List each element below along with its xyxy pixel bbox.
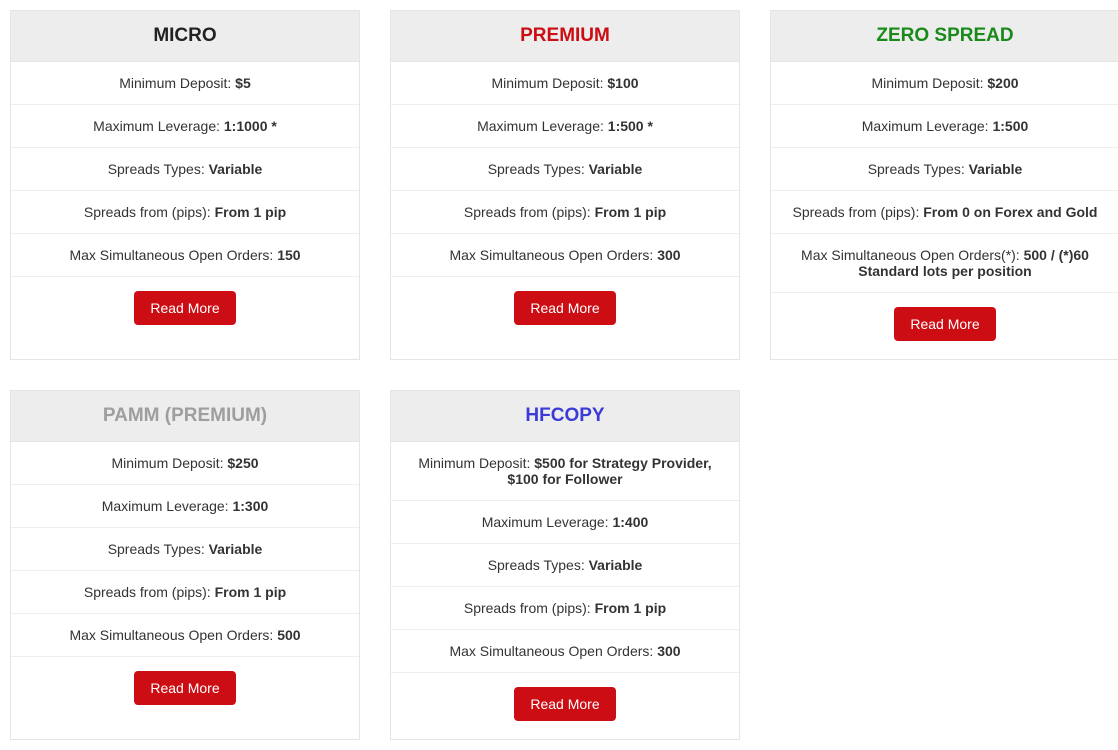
plan-row: Max Simultaneous Open Orders: 300 bbox=[391, 234, 739, 277]
plan-row-value: $5 bbox=[235, 75, 251, 91]
plan-row-label: Maximum Leverage: bbox=[102, 498, 233, 514]
read-more-button[interactable]: Read More bbox=[514, 687, 615, 721]
plan-row-value: Variable bbox=[589, 161, 643, 177]
plan-row-value: 1:500 bbox=[992, 118, 1028, 134]
plan-row-value: 150 bbox=[277, 247, 300, 263]
plan-row-value: 500 bbox=[277, 627, 300, 643]
plan-row-label: Maximum Leverage: bbox=[482, 514, 613, 530]
plan-row-label: Spreads from (pips): bbox=[793, 204, 924, 220]
plan-row-label: Max Simultaneous Open Orders: bbox=[69, 247, 277, 263]
plan-row: Minimum Deposit: $250 bbox=[11, 442, 359, 485]
plan-row-value: $250 bbox=[227, 455, 258, 471]
plan-row-value: $100 bbox=[607, 75, 638, 91]
plan-row: Minimum Deposit: $200 bbox=[771, 62, 1118, 105]
plan-row: Maximum Leverage: 1:500 bbox=[771, 105, 1118, 148]
plan-row-label: Spreads from (pips): bbox=[84, 204, 215, 220]
plan-row-label: Spreads from (pips): bbox=[464, 204, 595, 220]
plan-row-value: 1:400 bbox=[612, 514, 648, 530]
plan-row-value: 300 bbox=[657, 643, 680, 659]
plan-card-hfcopy: HFCOPYMinimum Deposit: $500 for Strategy… bbox=[390, 390, 740, 740]
plan-row-label: Spreads from (pips): bbox=[464, 600, 595, 616]
read-more-button[interactable]: Read More bbox=[514, 291, 615, 325]
plan-row-value: 1:300 bbox=[232, 498, 268, 514]
read-more-button[interactable]: Read More bbox=[894, 307, 995, 341]
plan-row: Spreads Types: Variable bbox=[391, 544, 739, 587]
plan-row: Maximum Leverage: 1:300 bbox=[11, 485, 359, 528]
plan-row-value: 1:500 * bbox=[608, 118, 653, 134]
plan-row-label: Minimum Deposit: bbox=[111, 455, 227, 471]
plan-title: HFCOPY bbox=[391, 391, 739, 442]
plan-row: Spreads from (pips): From 1 pip bbox=[391, 587, 739, 630]
plan-title: PREMIUM bbox=[391, 11, 739, 62]
read-more-button[interactable]: Read More bbox=[134, 291, 235, 325]
plan-row-value: 1:1000 * bbox=[224, 118, 277, 134]
plan-row-value: 300 bbox=[657, 247, 680, 263]
plan-row: Max Simultaneous Open Orders(*): 500 / (… bbox=[771, 234, 1118, 293]
plan-footer: Read More bbox=[11, 277, 359, 343]
plan-row-label: Spreads Types: bbox=[108, 541, 209, 557]
plan-row-value: From 0 on Forex and Gold bbox=[923, 204, 1097, 220]
plan-row-value: Variable bbox=[209, 541, 263, 557]
plan-row-value: $500 for Strategy Provider, $100 for Fol… bbox=[507, 455, 711, 487]
plan-card-zero-spread: ZERO SPREADMinimum Deposit: $200Maximum … bbox=[770, 10, 1118, 360]
plan-row-value: Variable bbox=[969, 161, 1023, 177]
plan-card-premium: PREMIUMMinimum Deposit: $100Maximum Leve… bbox=[390, 10, 740, 360]
plan-row-value: Variable bbox=[589, 557, 643, 573]
plan-row-value: $200 bbox=[987, 75, 1018, 91]
plan-row: Spreads Types: Variable bbox=[11, 148, 359, 191]
plan-row: Maximum Leverage: 1:1000 * bbox=[11, 105, 359, 148]
plan-row-label: Max Simultaneous Open Orders: bbox=[69, 627, 277, 643]
plan-row-label: Max Simultaneous Open Orders(*): bbox=[801, 247, 1024, 263]
plan-row: Spreads from (pips): From 1 pip bbox=[11, 571, 359, 614]
plan-row-label: Minimum Deposit: bbox=[418, 455, 534, 471]
plan-row: Max Simultaneous Open Orders: 500 bbox=[11, 614, 359, 657]
plan-row: Maximum Leverage: 1:500 * bbox=[391, 105, 739, 148]
plan-row-label: Maximum Leverage: bbox=[862, 118, 993, 134]
plan-card-pamm: PAMM (PREMIUM)Minimum Deposit: $250Maxim… bbox=[10, 390, 360, 740]
plan-footer: Read More bbox=[11, 657, 359, 723]
plan-title: ZERO SPREAD bbox=[771, 11, 1118, 62]
plan-row-label: Minimum Deposit: bbox=[871, 75, 987, 91]
plan-row-label: Minimum Deposit: bbox=[491, 75, 607, 91]
plan-row: Max Simultaneous Open Orders: 150 bbox=[11, 234, 359, 277]
plan-row-value: From 1 pip bbox=[595, 204, 667, 220]
plan-row: Spreads from (pips): From 1 pip bbox=[391, 191, 739, 234]
plan-row: Minimum Deposit: $5 bbox=[11, 62, 359, 105]
plan-row-value: From 1 pip bbox=[215, 584, 287, 600]
plan-row-label: Spreads Types: bbox=[108, 161, 209, 177]
plan-row: Max Simultaneous Open Orders: 300 bbox=[391, 630, 739, 673]
plan-row-label: Maximum Leverage: bbox=[477, 118, 608, 134]
plan-row: Spreads Types: Variable bbox=[391, 148, 739, 191]
plan-row-label: Maximum Leverage: bbox=[93, 118, 224, 134]
plan-row: Minimum Deposit: $100 bbox=[391, 62, 739, 105]
plan-row: Maximum Leverage: 1:400 bbox=[391, 501, 739, 544]
plan-row: Spreads Types: Variable bbox=[11, 528, 359, 571]
plan-row-label: Spreads Types: bbox=[488, 557, 589, 573]
pricing-grid: MICROMinimum Deposit: $5Maximum Leverage… bbox=[10, 10, 1108, 740]
plan-row: Spreads from (pips): From 0 on Forex and… bbox=[771, 191, 1118, 234]
plan-title: PAMM (PREMIUM) bbox=[11, 391, 359, 442]
plan-row-label: Spreads from (pips): bbox=[84, 584, 215, 600]
plan-row-label: Max Simultaneous Open Orders: bbox=[449, 643, 657, 659]
plan-footer: Read More bbox=[391, 673, 739, 739]
plan-row-label: Minimum Deposit: bbox=[119, 75, 235, 91]
plan-title: MICRO bbox=[11, 11, 359, 62]
plan-card-micro: MICROMinimum Deposit: $5Maximum Leverage… bbox=[10, 10, 360, 360]
plan-row: Minimum Deposit: $500 for Strategy Provi… bbox=[391, 442, 739, 501]
plan-footer: Read More bbox=[771, 293, 1118, 359]
plan-row-value: Variable bbox=[209, 161, 263, 177]
plan-row: Spreads from (pips): From 1 pip bbox=[11, 191, 359, 234]
plan-row-label: Spreads Types: bbox=[868, 161, 969, 177]
plan-footer: Read More bbox=[391, 277, 739, 343]
plan-row-value: From 1 pip bbox=[215, 204, 287, 220]
read-more-button[interactable]: Read More bbox=[134, 671, 235, 705]
plan-row-value: From 1 pip bbox=[595, 600, 667, 616]
plan-row: Spreads Types: Variable bbox=[771, 148, 1118, 191]
plan-row-label: Max Simultaneous Open Orders: bbox=[449, 247, 657, 263]
plan-row-label: Spreads Types: bbox=[488, 161, 589, 177]
